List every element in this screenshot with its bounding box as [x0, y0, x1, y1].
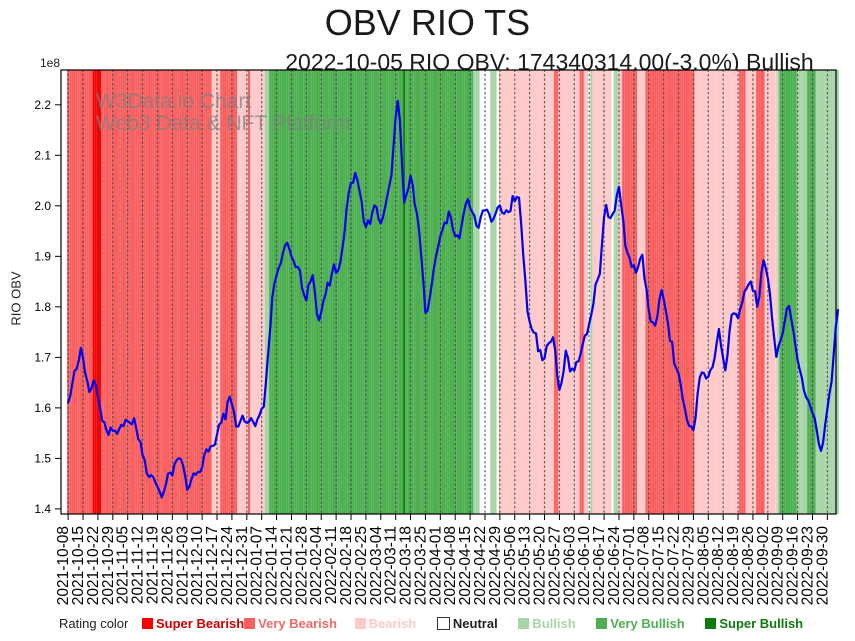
svg-text:2.2: 2.2	[34, 98, 51, 112]
svg-text:2.0: 2.0	[34, 199, 51, 213]
svg-text:2.1: 2.1	[34, 148, 51, 162]
svg-text:1.6: 1.6	[34, 401, 51, 415]
svg-text:Web3 Data & NFT Platform: Web3 Data & NFT Platform	[96, 112, 351, 135]
svg-text:1.8: 1.8	[34, 300, 51, 314]
svg-text:1.4: 1.4	[34, 502, 51, 516]
svg-text:1.9: 1.9	[34, 249, 51, 263]
svg-text:2022-09-30: 2022-09-30	[814, 526, 831, 606]
svg-text:1.7: 1.7	[34, 350, 51, 364]
svg-text:1.5: 1.5	[34, 451, 51, 465]
svg-text:W3Data.io Chart: W3Data.io Chart	[96, 90, 251, 113]
